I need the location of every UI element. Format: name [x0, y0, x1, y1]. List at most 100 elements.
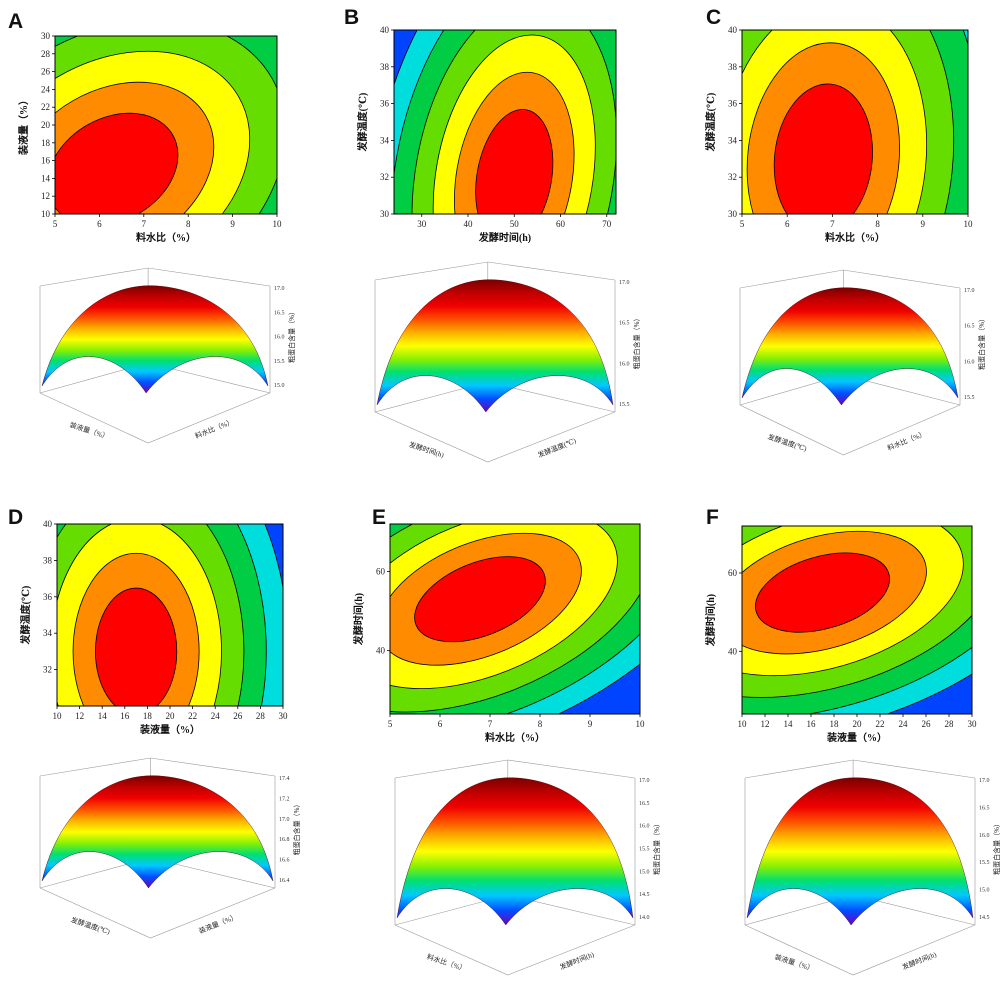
z-tick-label: 17.0	[964, 288, 975, 294]
z-tick-label: 16.8	[279, 837, 290, 843]
y-tick-label: 14	[41, 173, 51, 183]
response-surface	[376, 279, 614, 413]
x-tick-label: 8	[538, 719, 543, 729]
y-tick-label: 32	[380, 172, 389, 182]
x-tick-label: 16	[120, 711, 130, 721]
x-tick-label: 5	[53, 219, 58, 229]
z-tick-label: 14.5	[979, 915, 990, 921]
x-tick-label: 8	[875, 219, 880, 229]
x-tick-label: 10	[273, 219, 283, 229]
x-tick-label: 18	[830, 719, 840, 729]
y-tick-label: 34	[43, 628, 53, 638]
x-tick-label: 18	[143, 711, 153, 721]
x-tick-label: 28	[945, 719, 955, 729]
x-tick-label: 5	[740, 219, 745, 229]
y-tick-label: 30	[380, 209, 390, 219]
z-axis-label: 粗蛋白含量（%）	[632, 315, 641, 370]
surface-plots: 15.0 15.5 16.0 16.5 17.0 粗蛋白含量（%） 装液量（%） 料水比（%）…	[39, 261, 1000, 976]
y-tick-label: 40	[376, 646, 386, 656]
z-tick-label: 17.0	[619, 280, 630, 286]
z-tick-label: 16.5	[639, 801, 650, 807]
x-tick-label: 7	[830, 219, 835, 229]
z-tick-label: 17.4	[279, 776, 290, 782]
y-tick-label: 60	[728, 568, 738, 578]
z-tick-label: 16.0	[639, 824, 650, 830]
surface-panel-A: 15.0 15.5 16.0 16.5 17.0 粗蛋白含量（%） 装液量（%） 料水比（%）	[39, 267, 296, 444]
surface-panel-E: 14.0 14.5 15.0 15.5 16.0 16.5 17.0 粗蛋白含量（%） 料水比（…	[394, 759, 661, 976]
panel-letter-D: D	[8, 506, 23, 529]
surface-panel-B: 15.5 16.0 16.5 17.0 粗蛋白含量（%） 发酵时间(h) 发酵温度(℃)	[374, 261, 641, 463]
contour-fill	[742, 30, 968, 214]
surface-panel-F: 14.5 15.0 15.5 16.0 16.5 17.0 粗蛋白含量（%） 装液量（%） 发酵…	[744, 759, 1000, 976]
contour-panel-F: F 10 12 14 16 18 20 22 24 26 28 30 40 60 装液量（%） 发酵时间(h)	[704, 506, 978, 744]
y-axis-label: 发酵时间(h)	[352, 593, 365, 646]
y-tick-label: 36	[728, 99, 738, 109]
contour-band	[755, 552, 890, 633]
x-tick-label: 14	[98, 711, 108, 721]
surface-y-axis-label: 料水比（%）	[194, 417, 235, 441]
x-tick-label: 30	[417, 219, 427, 229]
response-surface	[41, 775, 274, 889]
z-tick-label: 15.0	[979, 888, 990, 894]
x-tick-label: 30	[968, 719, 978, 729]
surface-x-axis-label: 装液量（%）	[69, 420, 111, 441]
contour-fill	[394, 30, 616, 214]
z-tick-label: 17.0	[274, 286, 285, 292]
x-tick-label: 12	[75, 711, 84, 721]
y-tick-label: 38	[43, 555, 53, 565]
response-surface	[41, 285, 269, 394]
y-tick-label: 36	[43, 592, 53, 602]
contour-panel-A: A 5 6 7 8 9 10 10 12 14 16 18 20 22 24 26 28 30 料水比（%） 装液量（…	[8, 10, 283, 244]
contour-band	[475, 109, 554, 214]
x-tick-label: 12	[761, 719, 770, 729]
z-tick-label: 15.5	[964, 395, 975, 401]
plot-frame	[741, 29, 969, 215]
z-tick-label: 17.2	[279, 796, 290, 802]
surface-x-axis-label: 发酵时间(h)	[408, 440, 446, 460]
x-tick-label: 28	[256, 711, 266, 721]
x-tick-label: 10	[964, 219, 974, 229]
z-tick-label: 16.5	[964, 324, 975, 330]
y-tick-label: 10	[41, 209, 51, 219]
z-tick-label: 15.0	[274, 383, 285, 389]
x-tick-label: 7	[488, 719, 493, 729]
z-tick-label: 14.5	[639, 892, 650, 898]
x-tick-label: 70	[602, 219, 612, 229]
contour-panel-C: C 5 6 7 8 9 10 30 32 34 36 38 40 料水比（%） 发酵温度(℃)	[704, 6, 974, 244]
y-tick-label: 24	[41, 84, 51, 94]
y-tick-label: 38	[380, 62, 390, 72]
z-tick-label: 16.4	[279, 878, 290, 884]
y-tick-label: 18	[41, 138, 51, 148]
y-tick-label: 38	[728, 62, 738, 72]
y-tick-label: 16	[41, 156, 51, 166]
response-surface	[741, 287, 959, 406]
x-tick-label: 20	[853, 719, 863, 729]
x-tick-label: 9	[588, 719, 593, 729]
x-tick-label: 50	[510, 219, 520, 229]
z-tick-label: 14.0	[639, 915, 650, 921]
panel-letter-B: B	[344, 6, 359, 29]
contour-band	[95, 587, 178, 706]
x-tick-label: 8	[186, 219, 191, 229]
contour-panel-E: E 5 6 7 8 9 10 40 60 料水比（%） 发酵时间(h)	[352, 506, 645, 744]
contour-panel-B: B 30 40 50 60 70 30 32 34 36 38 40 发酵时间(h) 发酵温度(℃)	[344, 6, 617, 244]
y-tick-label: 30	[41, 31, 51, 41]
z-tick-label: 17.0	[279, 817, 290, 823]
surface-x-axis-label: 发酵温度(℃)	[70, 915, 112, 936]
y-tick-label: 32	[43, 665, 52, 675]
x-tick-label: 24	[211, 711, 221, 721]
contour-fill	[390, 524, 640, 714]
panel-letter-C: C	[706, 6, 721, 29]
x-tick-label: 16	[807, 719, 817, 729]
x-tick-label: 5	[388, 719, 393, 729]
surface-y-axis-label: 装液量（%）	[197, 912, 238, 936]
x-tick-label: 20	[166, 711, 176, 721]
y-tick-label: 34	[380, 135, 390, 145]
y-tick-label: 40	[380, 25, 390, 35]
x-tick-label: 6	[785, 219, 790, 229]
y-axis-label: 发酵温度(℃)	[704, 93, 717, 153]
x-tick-label: 26	[233, 711, 243, 721]
x-tick-label: 24	[899, 719, 909, 729]
x-tick-label: 14	[784, 719, 794, 729]
x-tick-label: 6	[438, 719, 443, 729]
